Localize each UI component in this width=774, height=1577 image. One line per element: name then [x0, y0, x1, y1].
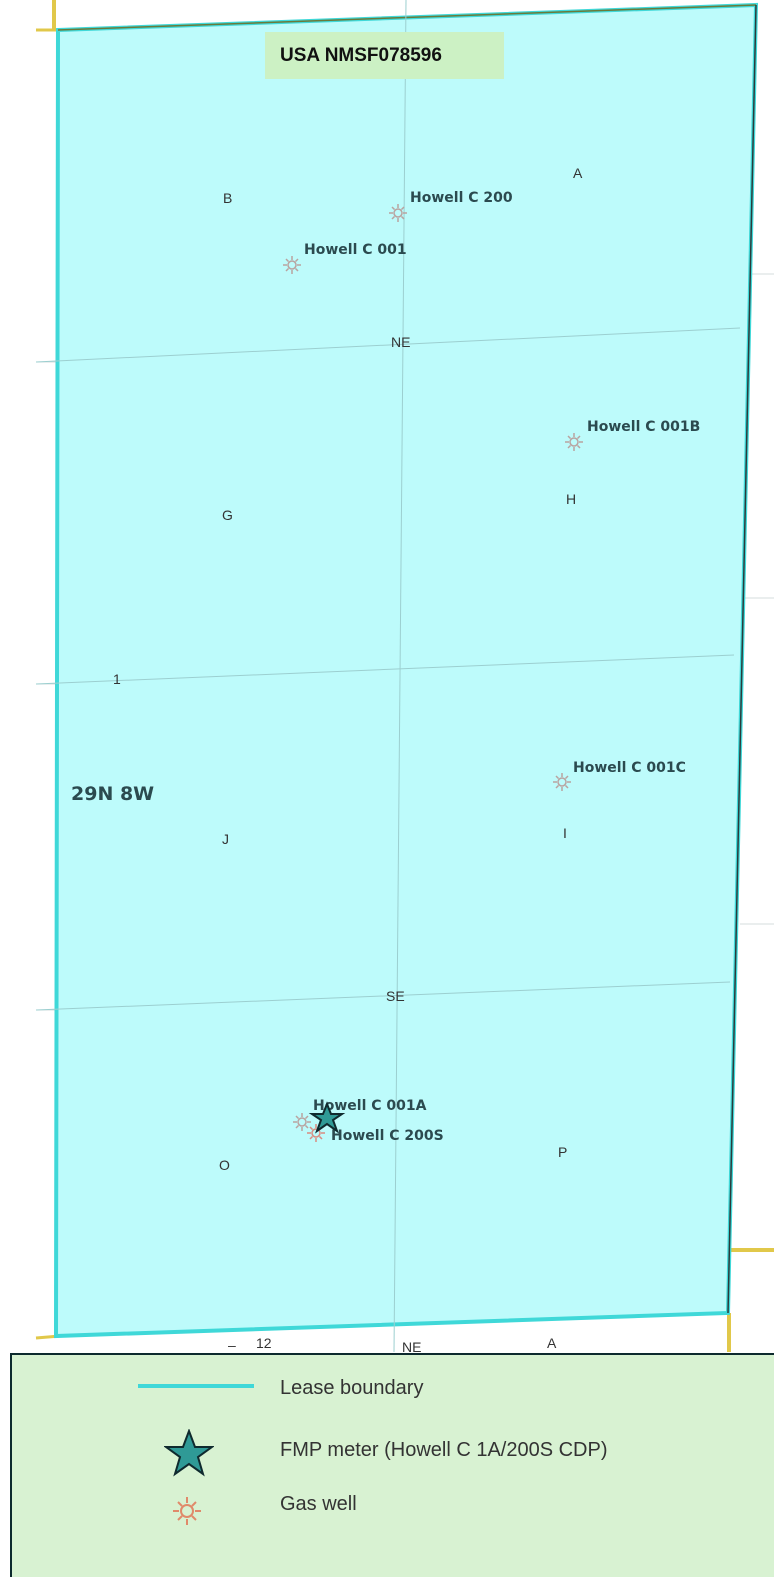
next-lot-label: A [547, 1335, 557, 1351]
quarter-label-se: SE [386, 988, 405, 1004]
well-label: Howell C 200S [331, 1128, 444, 1144]
quarter-label-ne: NE [391, 334, 410, 350]
gas-well-icon [389, 204, 407, 222]
gas-well-icon [283, 256, 301, 274]
township-label: 29N 8W [71, 783, 154, 805]
gas-well-icon [553, 773, 571, 791]
lot-label-h: H [566, 491, 576, 507]
gas-well-howell-c-001b[interactable]: Howell C 001B [565, 419, 700, 451]
legend-label: Lease boundary [280, 1377, 424, 1399]
lease-edge-trace [57, 4, 757, 31]
gas-well-icon [173, 1497, 201, 1525]
well-label: Howell C 001A [313, 1098, 427, 1114]
lot-label-j: J [222, 831, 229, 847]
gas-well-icon [293, 1113, 311, 1131]
map-legend: Lease boundary FMP meter (Howell C 1A/20… [10, 1353, 774, 1577]
section-label: 1 [113, 671, 121, 687]
lot-label-b: B [223, 190, 232, 206]
section-line [35, 654, 735, 685]
next-section-label: 12 [256, 1335, 272, 1351]
lease-map: NE 1 SE 12 – NE A A B G H I J O P 29N 8W… [35, 0, 774, 1352]
gas-well-howell-c-001a[interactable]: Howell C 001A [293, 1098, 427, 1131]
quarter-line-vertical [393, 0, 407, 1352]
gas-well-icon [565, 433, 583, 451]
fmp-meter-star-icon[interactable] [308, 1101, 346, 1134]
lease-edge-trace [727, 4, 757, 1314]
next-section-dash: – [228, 1337, 236, 1352]
legend-item-lease-boundary: Lease boundary [12, 1367, 774, 1407]
lot-label-p: P [558, 1144, 567, 1160]
lot-label-a: A [573, 165, 583, 181]
well-label: Howell C 001B [587, 419, 700, 435]
gas-well-howell-c-200s[interactable]: Howell C 200S [307, 1124, 444, 1144]
quarter-line [35, 327, 741, 363]
lot-label-o: O [219, 1157, 230, 1173]
lease-title: USA NMSF078596 [265, 32, 504, 79]
lot-label-g: G [222, 507, 233, 523]
legend-label: FMP meter (Howell C 1A/200S CDP) [280, 1439, 608, 1461]
well-label: Howell C 200 [410, 190, 513, 206]
gas-well-howell-c-200[interactable]: Howell C 200 [389, 190, 513, 222]
line-icon [138, 1384, 254, 1388]
legend-item-fmp-meter: FMP meter (Howell C 1A/200S CDP) [12, 1427, 774, 1477]
legend-label: Gas well [280, 1493, 357, 1515]
gas-well-howell-c-001c[interactable]: Howell C 001C [553, 760, 686, 791]
legend-item-gas-well: Gas well [12, 1485, 774, 1525]
well-label: Howell C 001C [573, 760, 686, 776]
quarter-line [35, 981, 731, 1011]
star-icon [164, 1429, 214, 1477]
gas-well-howell-c-001[interactable]: Howell C 001 [283, 242, 407, 274]
next-quarter-label: NE [402, 1339, 421, 1352]
lot-label-i: I [563, 825, 567, 841]
well-label: Howell C 001 [304, 242, 407, 258]
